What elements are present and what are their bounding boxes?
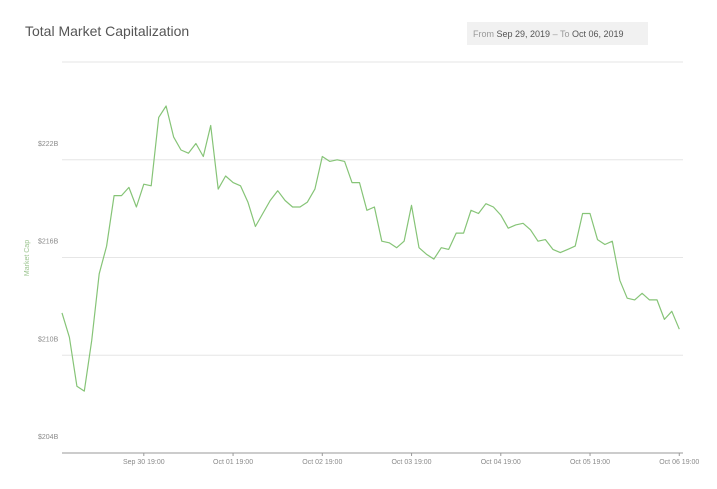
x-tick-label: Oct 05 19:00: [570, 459, 610, 466]
from-label: From: [473, 29, 494, 39]
date-range[interactable]: From Sep 29, 2019 – To Oct 06, 2019: [473, 29, 624, 39]
series-line: [61, 105, 680, 392]
separator: –: [553, 29, 558, 39]
from-date: Sep 29, 2019: [497, 29, 551, 39]
to-date: Oct 06, 2019: [572, 29, 624, 39]
date-range-box[interactable]: [467, 22, 648, 45]
x-tick-label: Sep 30 19:00: [123, 459, 165, 466]
y-tick-label: $222B: [38, 141, 59, 148]
chart-title: Total Market Capitalization: [25, 23, 189, 39]
y-tick-label: $216B: [38, 239, 59, 246]
x-tick-label: Oct 04 19:00: [481, 459, 521, 466]
x-tick-label: Oct 01 19:00: [213, 459, 253, 466]
y-tick-label: $210B: [38, 336, 59, 343]
to-label: To: [560, 29, 570, 39]
x-tick-label: Oct 03 19:00: [391, 459, 431, 466]
y-axis-label: Market Cap: [24, 240, 31, 276]
x-tick-label: Oct 02 19:00: [302, 459, 342, 466]
x-tick-label: Oct 06 19:00: [659, 459, 699, 466]
y-tick-label: $204B: [38, 434, 59, 441]
